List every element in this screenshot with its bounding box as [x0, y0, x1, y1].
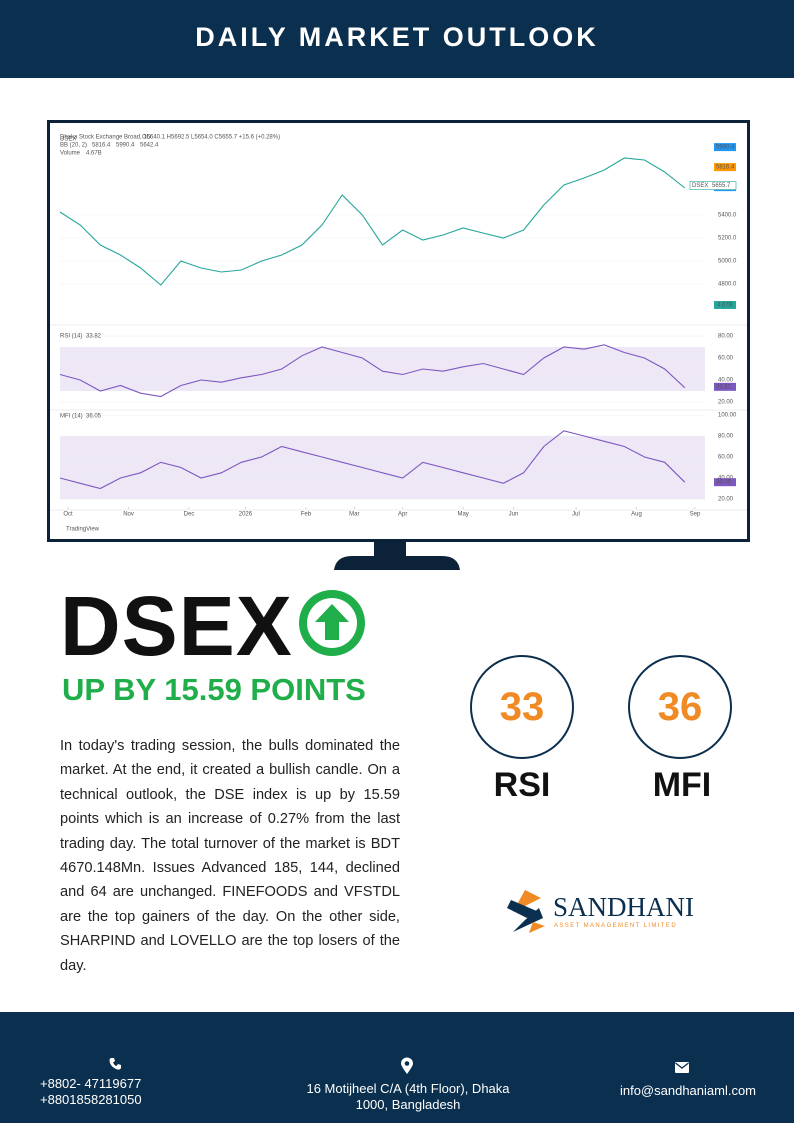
x-tick-label: Apr	[398, 512, 407, 518]
y-tick-label: 5000.0	[718, 259, 737, 265]
chart-title: Dhaka Stock Exchange Broad, 1D	[60, 135, 152, 141]
series-line	[59, 157, 686, 286]
bb-tag	[714, 143, 736, 152]
y-tick-label: 40.00	[718, 378, 734, 384]
x-tick-label: May	[457, 512, 468, 518]
reading-text: 36.05	[86, 414, 102, 420]
close-tag-value: 5655.7	[712, 183, 731, 189]
y-tick-label: 20.00	[718, 497, 734, 503]
mfi-circle: 36	[628, 655, 732, 759]
y-tick-label: 60.00	[718, 356, 734, 362]
summary-text: In today's trading session, the bulls do…	[60, 738, 400, 974]
page-title: DAILY MARKET OUTLOOK	[195, 22, 599, 52]
logo: SANDHANI ASSET MANAGEMENT LIMITED	[507, 890, 694, 933]
reading-tag-text: 36.05	[716, 480, 732, 486]
x-tick-label: Dec	[184, 512, 195, 518]
location-icon	[401, 1057, 413, 1074]
address: 16 Motijheel C/A (4th Floor), Dhaka 1000…	[306, 1081, 510, 1112]
bb-tag	[714, 163, 736, 172]
y-tick-label: 80.00	[718, 334, 734, 340]
rsi-value: 33	[499, 684, 545, 729]
x-tick-label: Oct	[63, 512, 73, 518]
bb-tag-text: 5816.4	[716, 165, 735, 171]
x-tick-label: Sep	[690, 512, 701, 518]
reading-tag	[714, 382, 736, 391]
indicator-band	[60, 347, 705, 392]
index-name: DSEX	[60, 579, 293, 673]
watermark: TradingView	[66, 527, 100, 533]
y-tick-label: 100.00	[718, 413, 737, 419]
series-line	[59, 430, 686, 490]
up-icon	[299, 590, 365, 656]
mfi-label: MFI	[652, 766, 712, 804]
bb-value: 5816.4	[92, 143, 111, 149]
y-tick-label: 5200.0	[718, 236, 737, 242]
stand-base	[334, 556, 460, 570]
reading-tag-text: 33.82	[716, 384, 732, 390]
ohlc-text: O5640.1 H5692.5 L5654.0 C5655.7 +15.6 (+…	[142, 135, 280, 141]
x-tick-label: Aug	[631, 512, 642, 518]
volume-tag	[714, 301, 736, 309]
volume-name: Volume	[60, 151, 81, 157]
y-tick-label: 20.00	[718, 400, 734, 406]
reading-tag	[714, 478, 736, 487]
mfi-value: 36	[657, 684, 703, 729]
logo-name: SANDHANI	[553, 892, 694, 922]
y-tick-label: 5400.0	[718, 213, 737, 219]
rsi-label: RSI	[493, 766, 551, 804]
x-tick-label: Jun	[509, 512, 519, 518]
close-tag	[689, 181, 737, 190]
email: info@sandhaniaml.com	[619, 1083, 757, 1098]
y-tick-label: 80.00	[718, 434, 734, 440]
series-line	[59, 344, 686, 398]
bb-tag-text: 5990.4	[716, 145, 735, 151]
phones: +8802- 47119677 +8801858281050	[40, 1076, 190, 1108]
bb-value: 5990.4	[116, 143, 135, 149]
close-tag-name: DSEX	[692, 183, 708, 189]
x-tick-label: Jul	[572, 512, 580, 518]
bb-name: BB (20, 2)	[60, 143, 87, 149]
series-name: MFI (14)	[60, 414, 83, 420]
footer-bar	[0, 1012, 794, 1123]
x-tick-label: Nov	[123, 512, 134, 518]
monitor-stand	[334, 542, 460, 570]
rsi-circle: 33	[470, 655, 574, 759]
index-change: UP BY 15.59 POINTS	[62, 672, 366, 707]
logo-tagline: ASSET MANAGEMENT LIMITED	[554, 923, 677, 929]
series-name: RSI (14)	[60, 334, 82, 340]
bb-value: 5642.4	[140, 143, 159, 149]
phone: +8802- 47119677	[40, 1076, 142, 1091]
volume-tag-text: 4.67B	[717, 303, 733, 309]
indicator-band	[60, 436, 705, 500]
x-tick-label: Mar	[349, 512, 359, 518]
mail-icon	[675, 1062, 689, 1073]
stand-neck	[374, 542, 406, 556]
phone: +8801858281050	[40, 1092, 142, 1107]
volume-reading: 4.67B	[86, 151, 102, 157]
x-tick-label: Feb	[301, 512, 312, 518]
series-name: DSEX	[60, 137, 76, 143]
reading-text: 33.82	[86, 334, 102, 340]
x-tick-label: 2026	[239, 512, 253, 518]
y-tick-label: 4800.0	[718, 282, 737, 288]
header-bar	[0, 0, 794, 78]
y-tick-label: 60.00	[718, 455, 734, 461]
phone-icon	[109, 1058, 121, 1070]
